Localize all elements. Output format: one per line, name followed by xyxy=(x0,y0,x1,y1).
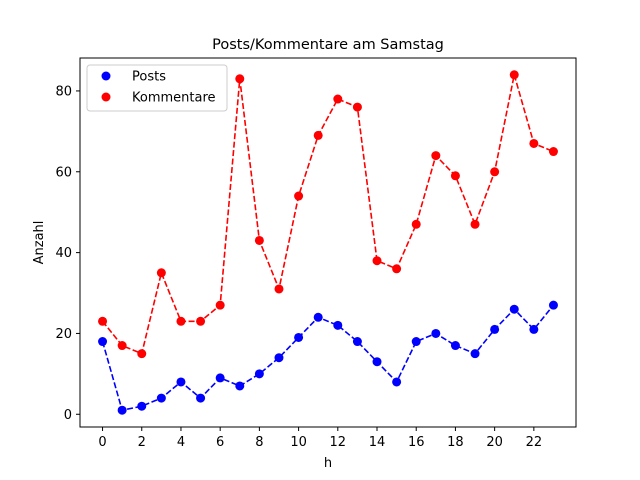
data-point-posts xyxy=(313,312,323,322)
data-point-kommentare xyxy=(509,70,519,80)
data-point-kommentare xyxy=(254,235,264,245)
data-point-posts xyxy=(450,341,460,351)
x-tick-label: 16 xyxy=(408,435,425,450)
legend: Posts Kommentare xyxy=(86,64,228,112)
data-point-kommentare xyxy=(137,349,147,359)
x-tick-label: 0 xyxy=(98,435,106,450)
data-point-kommentare xyxy=(313,130,323,140)
x-tick-label: 12 xyxy=(330,435,347,450)
legend-marker-posts xyxy=(101,71,111,81)
data-point-kommentare xyxy=(196,316,206,326)
series-line-kommentare xyxy=(101,74,554,355)
y-tick-label: 60 xyxy=(55,165,72,180)
plot-area xyxy=(98,70,558,415)
axes: 0 2 4 6 8 10 12 14 16 18 20 22 0 20 40 60 80 xyxy=(55,84,542,450)
data-point-posts xyxy=(215,373,225,383)
data-point-posts xyxy=(274,353,284,363)
legend-label-posts: Posts xyxy=(132,70,166,85)
data-point-posts xyxy=(431,328,441,338)
data-point-kommentare xyxy=(450,171,460,181)
x-tick-label: 18 xyxy=(447,435,464,450)
data-point-kommentare xyxy=(548,147,558,157)
data-point-kommentare xyxy=(470,219,480,229)
y-tick-label: 80 xyxy=(55,84,72,99)
data-point-posts xyxy=(254,369,264,379)
data-point-kommentare xyxy=(529,138,539,148)
chart-title: Posts/Kommentare am Samstag xyxy=(212,37,444,53)
legend-box xyxy=(86,64,228,112)
x-tick-label: 20 xyxy=(486,435,503,450)
x-axis-label: h xyxy=(324,456,332,471)
data-point-posts xyxy=(333,320,343,330)
data-point-posts xyxy=(98,337,108,347)
x-tick-label: 8 xyxy=(255,435,263,450)
data-point-posts xyxy=(294,332,304,342)
data-point-posts xyxy=(392,377,402,387)
plot-frame xyxy=(79,57,577,428)
data-point-kommentare xyxy=(274,284,284,294)
legend-label-kommentare: Kommentare xyxy=(132,91,216,106)
data-point-posts xyxy=(490,324,500,334)
data-point-kommentare xyxy=(294,191,304,201)
data-point-posts xyxy=(235,381,245,391)
legend-marker-kommentare xyxy=(101,92,111,102)
data-point-kommentare xyxy=(176,316,186,326)
data-point-kommentare xyxy=(235,74,245,84)
x-tick-label: 22 xyxy=(526,435,543,450)
data-point-posts xyxy=(176,377,186,387)
data-point-posts xyxy=(352,337,362,347)
x-tick-label: 6 xyxy=(216,435,224,450)
data-point-posts xyxy=(411,337,421,347)
data-point-kommentare xyxy=(98,316,108,326)
data-point-kommentare xyxy=(352,102,362,112)
data-point-posts xyxy=(529,324,539,334)
data-point-posts xyxy=(137,401,147,411)
x-tick-label: 14 xyxy=(369,435,386,450)
data-point-posts xyxy=(117,405,127,415)
data-point-posts xyxy=(196,393,206,403)
x-tick-label: 4 xyxy=(177,435,185,450)
data-point-kommentare xyxy=(372,256,382,266)
y-tick-label: 40 xyxy=(55,246,72,261)
x-tick-label: 2 xyxy=(138,435,146,450)
data-point-kommentare xyxy=(156,268,166,278)
data-point-kommentare xyxy=(117,341,127,351)
y-tick-label: 20 xyxy=(55,327,72,342)
data-point-posts xyxy=(509,304,519,314)
data-point-kommentare xyxy=(490,167,500,177)
data-point-kommentare xyxy=(333,94,343,104)
data-point-posts xyxy=(372,357,382,367)
data-point-kommentare xyxy=(431,151,441,161)
data-point-posts xyxy=(470,349,480,359)
y-tick-label: 0 xyxy=(64,408,72,423)
data-point-posts xyxy=(156,393,166,403)
data-point-kommentare xyxy=(392,264,402,274)
data-point-kommentare xyxy=(215,300,225,310)
series-line-posts xyxy=(101,304,555,412)
data-point-kommentare xyxy=(411,219,421,229)
data-point-posts xyxy=(548,300,558,310)
y-axis-label: Anzahl xyxy=(32,221,47,265)
x-tick-label: 10 xyxy=(290,435,307,450)
